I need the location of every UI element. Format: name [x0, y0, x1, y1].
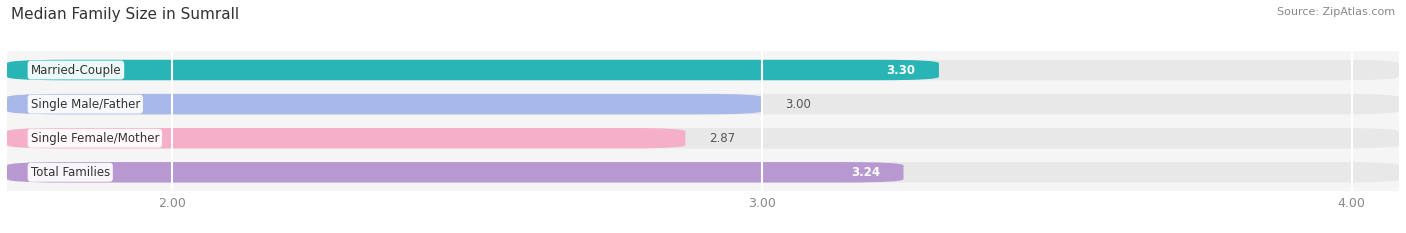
FancyBboxPatch shape [7, 94, 1399, 114]
Text: 3.24: 3.24 [851, 166, 880, 179]
Text: Single Male/Father: Single Male/Father [31, 98, 141, 111]
Text: 3.30: 3.30 [886, 64, 915, 76]
FancyBboxPatch shape [7, 162, 1399, 182]
FancyBboxPatch shape [7, 128, 1399, 148]
Text: 2.87: 2.87 [709, 132, 735, 145]
FancyBboxPatch shape [7, 94, 762, 114]
FancyBboxPatch shape [7, 162, 904, 182]
Text: Source: ZipAtlas.com: Source: ZipAtlas.com [1277, 7, 1395, 17]
Text: Total Families: Total Families [31, 166, 110, 179]
Text: Median Family Size in Sumrall: Median Family Size in Sumrall [11, 7, 239, 22]
Text: 3.00: 3.00 [786, 98, 811, 111]
Text: Single Female/Mother: Single Female/Mother [31, 132, 159, 145]
FancyBboxPatch shape [7, 128, 685, 148]
FancyBboxPatch shape [7, 60, 939, 80]
Text: Married-Couple: Married-Couple [31, 64, 121, 76]
FancyBboxPatch shape [7, 60, 1399, 80]
